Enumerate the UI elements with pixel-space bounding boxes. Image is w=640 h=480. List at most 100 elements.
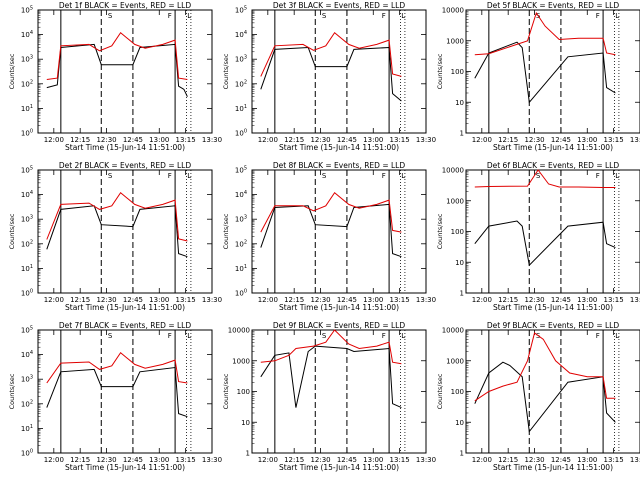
x-tick-label: 12:45: [123, 296, 143, 304]
marker-label: S: [322, 332, 327, 340]
y-tick-label: 103: [21, 55, 33, 64]
x-tick-label: 12:45: [551, 296, 571, 304]
x-axis-label: Start Time (15-Jun-14 11:51:00): [279, 463, 399, 472]
x-tick-label: 13:00: [577, 296, 597, 304]
y-axis-label: Counts/sec: [8, 53, 16, 89]
panel-title: Det 9f BLACK = Events, RED = LLD: [487, 321, 620, 330]
panel-title: Det 6f BLACK = Events, RED = LLD: [487, 161, 620, 170]
x-tick-label: 12:45: [337, 136, 357, 144]
x-tick-label: 13:30: [202, 456, 222, 464]
x-tick-label: 12:30: [524, 456, 544, 464]
series-events: [260, 46, 402, 102]
x-tick-label: 12:00: [472, 136, 492, 144]
series-events: [474, 41, 616, 104]
x-tick-label: 12:30: [524, 296, 544, 304]
marker-label: L: [401, 332, 405, 340]
y-tick-label: 10: [455, 259, 464, 267]
series-events: [260, 345, 402, 409]
plot-frame: [251, 9, 427, 134]
x-axis-label: Start Time (15-Jun-14 11:51:00): [279, 143, 399, 152]
marker-label: F: [382, 332, 386, 340]
marker-label: S: [108, 12, 113, 20]
panel-det-8-4: Det 8f BLACK = Events, RED = LLD 100 101 10…: [222, 161, 436, 312]
x-axis-label: Start Time (15-Jun-14 11:51:00): [65, 303, 185, 312]
marker-label: S: [322, 12, 327, 20]
x-tick-label: 12:00: [44, 136, 64, 144]
y-tick-label: 10000: [228, 327, 250, 335]
panel-det-5-2: Det 5f BLACK = Events, RED = LLD 1 10 100 10…: [436, 1, 640, 152]
panel-det-9-7: Det 9f BLACK = Events, RED = LLD 1 10 100 10…: [222, 321, 436, 472]
series-lld: [46, 351, 188, 384]
series-events: [46, 205, 188, 258]
x-axis-label: Start Time (15-Jun-14 11:51:00): [65, 143, 185, 152]
marker-label: F: [382, 12, 386, 20]
x-tick-label: 13:30: [416, 136, 436, 144]
series-lld: [260, 31, 402, 77]
y-tick-label: 101: [235, 104, 247, 113]
y-tick-label: 1: [246, 450, 250, 458]
plot-frame: [251, 169, 427, 294]
y-tick-label: 100: [451, 228, 464, 236]
x-tick-label: 13:00: [363, 456, 383, 464]
series-lld: [474, 11, 616, 56]
x-tick-label: 12:45: [551, 456, 571, 464]
y-tick-label: 1000: [232, 357, 250, 365]
x-tick-label: 13:15: [390, 456, 410, 464]
y-tick-label: 104: [21, 30, 33, 39]
y-tick-label: 105: [21, 326, 33, 335]
x-axis-label: Start Time (15-Jun-14 11:51:00): [493, 143, 613, 152]
x-tick-label: 12:15: [284, 456, 304, 464]
y-tick-label: 102: [21, 399, 33, 408]
marker-label: L: [401, 172, 405, 180]
marker-label: L: [187, 12, 191, 20]
panel-det-9-8: Det 9f BLACK = Events, RED = LLD 1 10 100 10…: [436, 321, 640, 472]
x-tick-label: 13:15: [390, 296, 410, 304]
x-tick-label: 12:30: [96, 296, 116, 304]
x-tick-label: 12:00: [44, 456, 64, 464]
x-tick-label: 13:30: [630, 136, 640, 144]
y-tick-label: 1: [460, 290, 464, 298]
x-tick-label: 12:15: [70, 456, 90, 464]
y-axis-label: Counts/sec: [8, 373, 16, 409]
y-tick-label: 102: [235, 239, 247, 248]
y-tick-label: 100: [235, 289, 247, 298]
y-tick-label: 104: [235, 190, 247, 199]
x-tick-label: 12:30: [96, 136, 116, 144]
x-tick-label: 12:15: [284, 136, 304, 144]
series-lld: [46, 31, 188, 80]
x-tick-label: 13:15: [176, 136, 196, 144]
x-tick-label: 12:30: [524, 136, 544, 144]
y-tick-label: 1: [460, 450, 464, 458]
marker-label: L: [401, 12, 405, 20]
x-tick-label: 12:15: [498, 456, 518, 464]
panel-title: Det 3f BLACK = Events, RED = LLD: [273, 1, 406, 10]
marker-label: F: [596, 172, 600, 180]
marker-label: L: [615, 12, 619, 20]
panel-title: Det 5f BLACK = Events, RED = LLD: [487, 1, 620, 10]
y-tick-label: 105: [21, 6, 33, 15]
x-tick-label: 13:30: [202, 296, 222, 304]
plot-frame: [37, 169, 213, 294]
y-axis-label: Counts/sec: [436, 53, 444, 89]
series-events: [46, 43, 188, 97]
series-lld: [46, 191, 188, 242]
y-tick-label: 104: [21, 350, 33, 359]
y-tick-label: 100: [237, 388, 250, 396]
plot-frame: [37, 329, 213, 454]
y-tick-label: 10000: [442, 7, 464, 15]
panel-title: Det 8f BLACK = Events, RED = LLD: [273, 161, 406, 170]
y-tick-label: 100: [451, 388, 464, 396]
x-tick-label: 12:15: [498, 296, 518, 304]
panel-det-3-1: Det 3f BLACK = Events, RED = LLD 100 101 10…: [222, 1, 436, 152]
y-tick-label: 1: [460, 130, 464, 138]
x-tick-label: 13:15: [604, 296, 624, 304]
y-axis-label: Counts/sec: [222, 373, 230, 409]
series-events: [260, 203, 402, 258]
x-tick-label: 12:30: [96, 456, 116, 464]
y-tick-label: 105: [235, 6, 247, 15]
x-tick-label: 13:00: [577, 136, 597, 144]
y-axis-label: Counts/sec: [436, 213, 444, 249]
x-tick-label: 12:30: [310, 136, 330, 144]
x-tick-label: 13:00: [149, 456, 169, 464]
x-tick-label: 13:00: [577, 456, 597, 464]
